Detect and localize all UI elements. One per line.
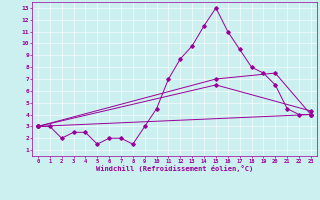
- X-axis label: Windchill (Refroidissement éolien,°C): Windchill (Refroidissement éolien,°C): [96, 165, 253, 172]
